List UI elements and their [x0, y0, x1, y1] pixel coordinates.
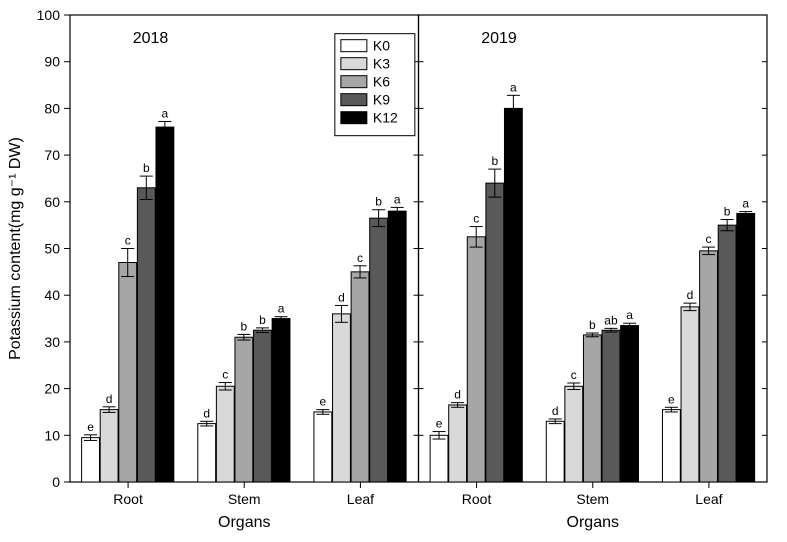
- bar: [504, 108, 522, 482]
- bar: [737, 213, 755, 482]
- bar: [467, 237, 485, 482]
- legend-label: K3: [373, 56, 390, 72]
- significance-letter: a: [162, 106, 169, 120]
- significance-letter: b: [259, 313, 266, 327]
- significance-letter: a: [626, 308, 633, 322]
- y-tick-label: 10: [44, 427, 60, 443]
- bar: [100, 410, 118, 482]
- bar: [156, 127, 174, 482]
- bar: [82, 438, 100, 482]
- y-axis-label: Potassium content(mg g⁻¹ DW): [7, 137, 24, 360]
- significance-letter: d: [106, 392, 113, 406]
- significance-letter: e: [87, 420, 94, 434]
- significance-letter: c: [571, 368, 577, 382]
- legend-swatch: [341, 40, 367, 52]
- significance-letter: e: [668, 392, 675, 406]
- significance-letter: e: [436, 417, 443, 431]
- x-tick-label: Root: [462, 491, 492, 507]
- significance-letter: b: [724, 205, 731, 219]
- bar: [546, 421, 564, 482]
- significance-letter: d: [203, 406, 210, 420]
- y-tick-label: 80: [44, 100, 60, 116]
- significance-letter: b: [241, 319, 248, 333]
- panel-title: 2018: [133, 30, 169, 47]
- bar: [583, 335, 601, 482]
- bar: [333, 314, 351, 482]
- y-tick-label: 90: [44, 54, 60, 70]
- y-tick-label: 100: [37, 7, 61, 23]
- legend-swatch: [341, 112, 367, 124]
- significance-letter: b: [375, 195, 382, 209]
- significance-letter: c: [706, 232, 712, 246]
- bar: [351, 272, 369, 482]
- bar: [254, 330, 272, 482]
- bar: [430, 435, 448, 482]
- x-tick-label: Root: [113, 491, 143, 507]
- significance-letter: d: [454, 388, 461, 402]
- bar: [235, 337, 253, 482]
- bar: [700, 251, 718, 482]
- legend-label: K0: [373, 38, 390, 54]
- bar: [198, 424, 216, 482]
- legend-label: K9: [373, 92, 390, 108]
- bar: [370, 218, 388, 482]
- x-tick-label: Leaf: [695, 491, 722, 507]
- bar: [621, 326, 639, 482]
- bar: [486, 183, 504, 482]
- significance-letter: c: [357, 251, 363, 265]
- legend-swatch: [341, 94, 367, 106]
- significance-letter: c: [473, 212, 479, 226]
- bar: [602, 330, 620, 482]
- bar: [216, 386, 234, 482]
- legend-swatch: [341, 58, 367, 70]
- x-tick-label: Stem: [576, 491, 609, 507]
- bar: [449, 405, 467, 482]
- bar: [119, 263, 137, 482]
- significance-letter: ab: [604, 313, 618, 327]
- y-tick-label: 40: [44, 287, 60, 303]
- legend-label: K12: [373, 110, 398, 126]
- potassium-bar-chart: 0 10 20 30 40 50 60 70 80 90 100 Potassium content(…: [0, 0, 787, 542]
- significance-letter: e: [320, 395, 327, 409]
- chart-container: 0 10 20 30 40 50 60 70 80 90 100 Potassium content(…: [0, 0, 787, 542]
- significance-letter: d: [552, 404, 559, 418]
- significance-letter: b: [589, 318, 596, 332]
- significance-letter: a: [742, 197, 749, 211]
- bar: [137, 188, 155, 482]
- significance-letter: a: [278, 302, 285, 316]
- y-tick-label: 50: [44, 241, 60, 257]
- x-axis-label: Organs: [218, 514, 270, 531]
- bar: [662, 410, 680, 482]
- x-axis-label: Organs: [567, 514, 619, 531]
- bar: [314, 412, 332, 482]
- y-tick-label: 70: [44, 147, 60, 163]
- bar: [565, 386, 583, 482]
- bar: [718, 225, 736, 482]
- x-tick-label: Stem: [228, 491, 261, 507]
- x-tick-label: Leaf: [347, 491, 374, 507]
- y-tick-label: 30: [44, 334, 60, 350]
- significance-letter: a: [394, 192, 401, 206]
- y-tick-label: 60: [44, 194, 60, 210]
- y-tick-label: 20: [44, 381, 60, 397]
- bar: [681, 307, 699, 482]
- legend-swatch: [341, 76, 367, 88]
- significance-letter: b: [143, 161, 150, 175]
- bar: [272, 319, 290, 482]
- bar: [388, 211, 406, 482]
- panel-title: 2019: [481, 30, 517, 47]
- significance-letter: d: [338, 290, 345, 304]
- significance-letter: b: [491, 154, 498, 168]
- significance-letter: c: [125, 234, 131, 248]
- significance-letter: c: [222, 368, 228, 382]
- y-tick-label: 0: [52, 474, 60, 490]
- significance-letter: d: [687, 288, 694, 302]
- legend-label: K6: [373, 74, 390, 90]
- significance-letter: a: [510, 80, 517, 94]
